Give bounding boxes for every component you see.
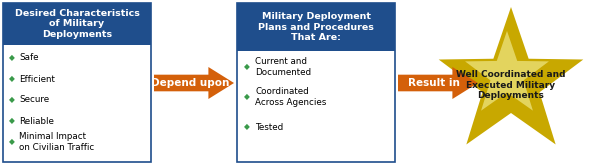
Text: Well Coordinated and
Executed Military
Deployments: Well Coordinated and Executed Military D… (456, 70, 566, 100)
Text: ◆: ◆ (9, 137, 15, 147)
Text: Desired Characteristics
of Military
Deployments: Desired Characteristics of Military Depl… (15, 9, 140, 39)
Polygon shape (154, 67, 234, 99)
Polygon shape (398, 67, 478, 99)
Text: Result in: Result in (408, 78, 460, 88)
Text: Depend upon: Depend upon (151, 78, 229, 88)
Text: ◆: ◆ (9, 116, 15, 126)
Text: Reliable: Reliable (19, 116, 54, 126)
Text: ◆: ◆ (244, 93, 250, 101)
Text: ◆: ◆ (9, 96, 15, 104)
Text: ◆: ◆ (9, 53, 15, 63)
Polygon shape (465, 31, 549, 111)
Text: Efficient: Efficient (19, 75, 55, 83)
Text: ◆: ◆ (244, 122, 250, 132)
Text: Secure: Secure (19, 96, 49, 104)
Text: ◆: ◆ (244, 63, 250, 71)
FancyBboxPatch shape (3, 3, 151, 162)
Text: Coordinated
Across Agencies: Coordinated Across Agencies (255, 87, 326, 107)
Text: Minimal Impact
on Civilian Traffic: Minimal Impact on Civilian Traffic (19, 132, 94, 152)
Text: Tested: Tested (255, 122, 283, 132)
FancyBboxPatch shape (237, 3, 395, 162)
FancyBboxPatch shape (237, 3, 395, 51)
Polygon shape (439, 7, 583, 145)
Text: Military Deployment
Plans and Procedures
That Are:: Military Deployment Plans and Procedures… (258, 12, 374, 42)
Text: Safe: Safe (19, 53, 38, 63)
Text: Current and
Documented: Current and Documented (255, 57, 311, 77)
FancyBboxPatch shape (3, 3, 151, 45)
Text: ◆: ◆ (9, 75, 15, 83)
